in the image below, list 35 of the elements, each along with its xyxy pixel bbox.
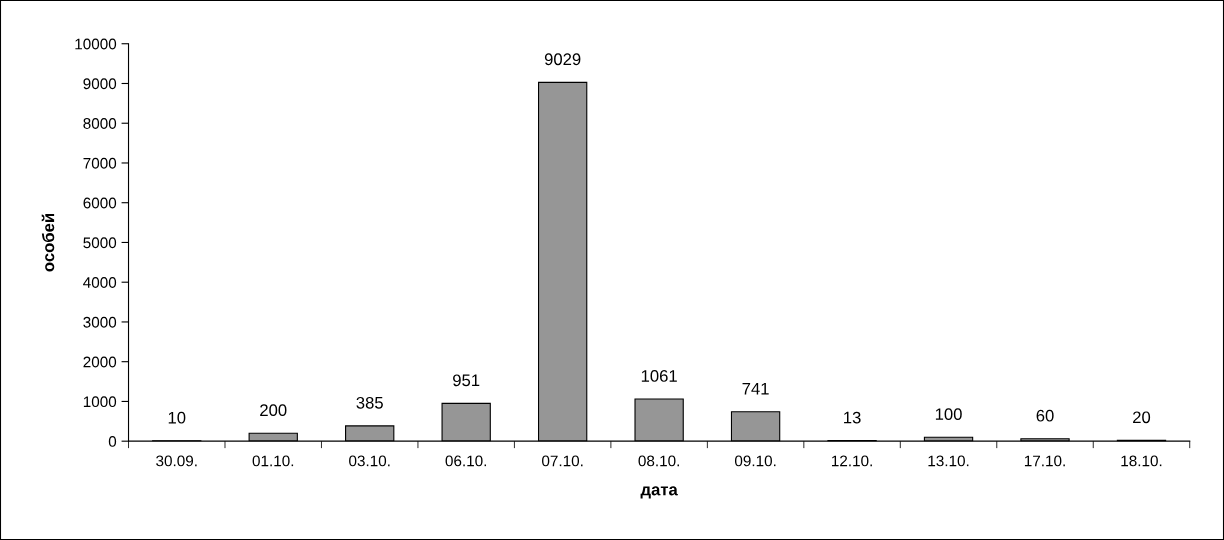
data-label: 60 [1036, 409, 1054, 422]
data-label: 1061 [641, 370, 677, 382]
y-tick-label: 9000 [83, 78, 117, 90]
y-tick-label: 5000 [83, 237, 117, 249]
y-tick-label: 2000 [83, 356, 117, 368]
y-tick-label: 1000 [83, 396, 117, 408]
x-tick-label: 03.10. [349, 455, 390, 467]
y-tick-label: 8000 [83, 118, 117, 129]
y-axis-title: особей [41, 214, 55, 272]
y-tick-label: 3000 [83, 316, 117, 328]
y-tick-label: 10000 [75, 38, 117, 50]
data-label: 951 [453, 374, 480, 387]
data-label: 20 [1133, 411, 1151, 424]
x-tick-label: 30.09. [156, 455, 197, 467]
y-tick-label: 7000 [83, 157, 117, 169]
y-tick-label: 0 [108, 436, 117, 447]
x-tick-label: 07.10. [542, 455, 583, 467]
data-label: 100 [935, 408, 962, 421]
data-label: 9029 [544, 53, 581, 66]
x-axis-title: дата [640, 486, 678, 499]
x-tick-label: 18.10. [1121, 455, 1162, 467]
x-tick-label: 06.10. [445, 455, 487, 467]
data-label: 200 [260, 404, 287, 417]
y-tick-label: 6000 [83, 197, 117, 209]
x-tick-label: 17.10. [1024, 455, 1065, 467]
x-tick-label: 12.10. [832, 455, 872, 467]
x-tick-label: 13.10. [928, 455, 969, 467]
data-label: 10 [168, 411, 186, 424]
x-tick-label: 08.10. [638, 455, 679, 467]
y-tick-label: 4000 [83, 277, 117, 288]
x-tick-label: 01.10. [252, 455, 294, 467]
data-label: 741 [742, 382, 769, 395]
data-label: 385 [356, 396, 383, 409]
x-tick-label: 09.10. [734, 455, 776, 467]
data-label: 13 [844, 411, 861, 424]
